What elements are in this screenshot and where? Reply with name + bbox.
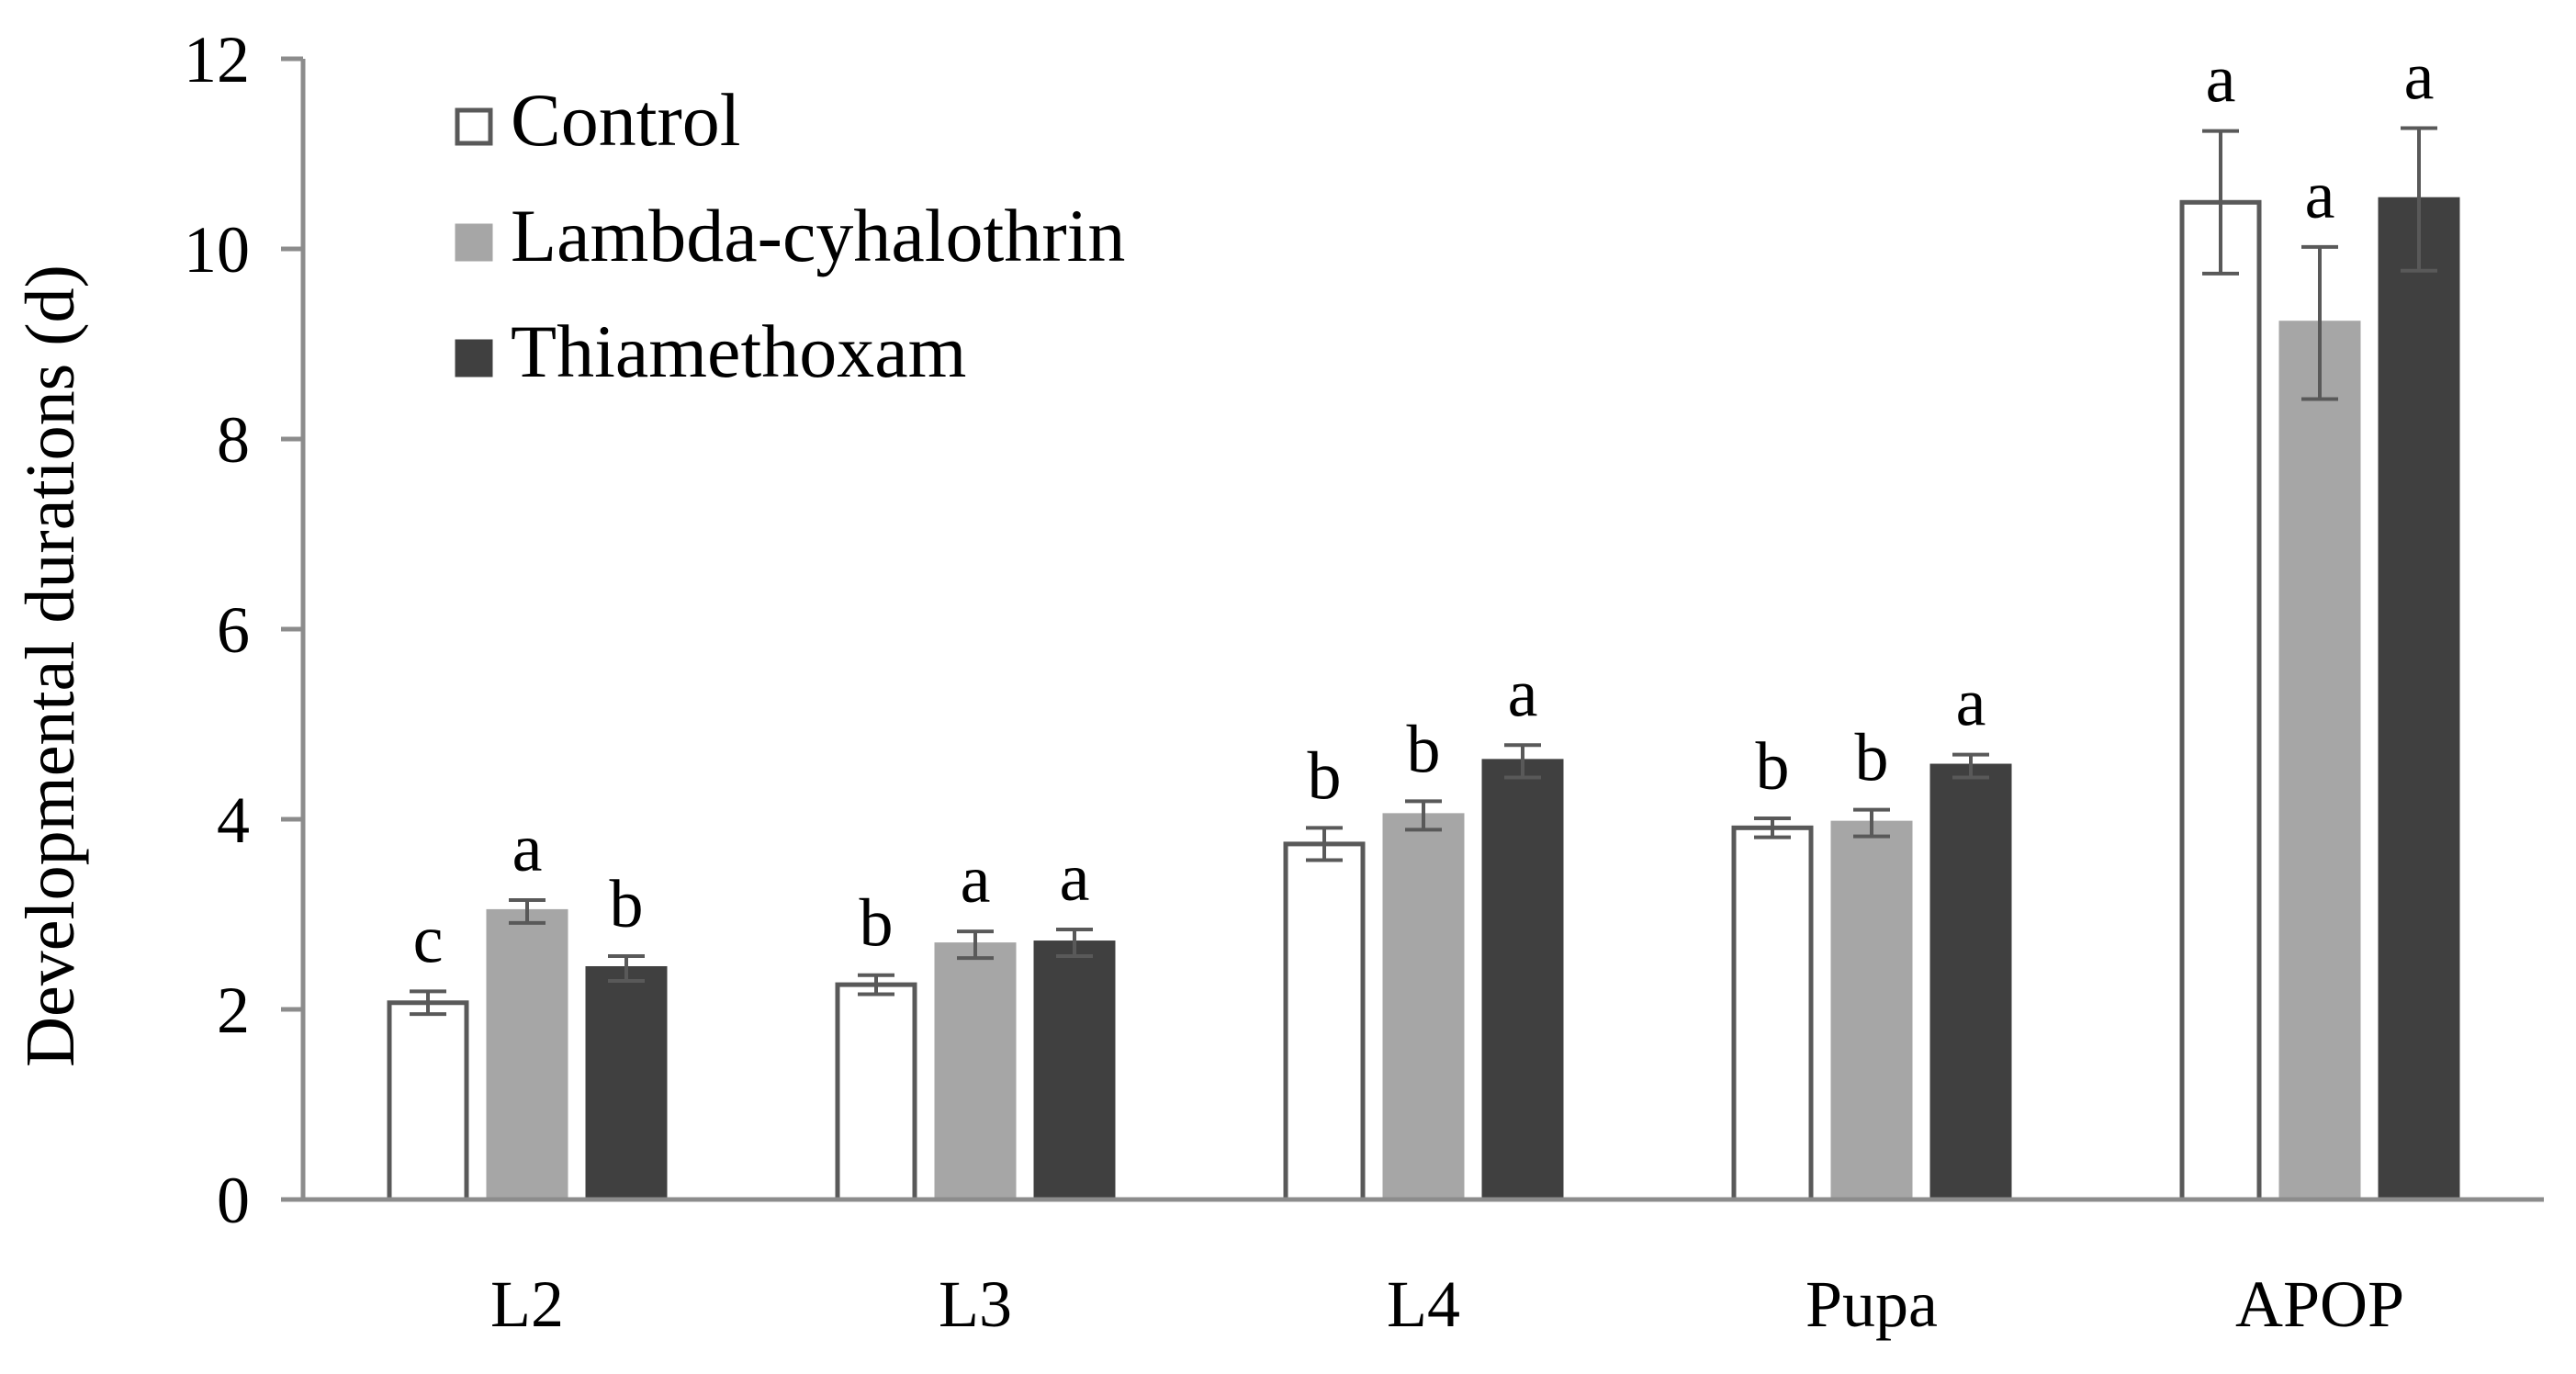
- bars: [387, 197, 2460, 1202]
- bar-control-l3: [835, 982, 917, 1202]
- y-axis-ticks: 0 2 4 6 8 10 12: [184, 23, 303, 1237]
- legend-swatch: [455, 223, 493, 262]
- bar-lambda-cyhalothrin-l2: [486, 908, 568, 1202]
- significance-letter: a: [2404, 39, 2435, 115]
- significance-letter: a: [1508, 656, 1538, 731]
- y-tick-label: 4: [217, 783, 250, 857]
- bar-thiamethoxam-l3: [1033, 940, 1116, 1202]
- legend-label: Control: [511, 78, 741, 162]
- bar-lambda-cyhalothrin-l4: [1382, 813, 1465, 1202]
- significance-letter: c: [413, 902, 444, 977]
- significance-letter: b: [1855, 721, 1889, 796]
- error-bars: [410, 126, 2437, 1017]
- bar-thiamethoxam-pupa: [1929, 763, 2012, 1202]
- significance-letter: a: [961, 842, 991, 918]
- bar-control-pupa: [1731, 825, 1814, 1202]
- legend-label: Thiamethoxam: [511, 310, 966, 393]
- bar-lambda-cyhalothrin-pupa: [1830, 820, 1913, 1202]
- significance-letter: b: [1756, 729, 1790, 805]
- significance-letter: b: [860, 886, 894, 962]
- bar-control-l2: [387, 1000, 469, 1202]
- y-tick-label: 0: [217, 1164, 250, 1237]
- y-tick-label: 6: [217, 593, 250, 667]
- significance-letter: a: [1060, 840, 1090, 916]
- significance-letter: b: [610, 867, 644, 942]
- legend: Control Lambda-cyhalothrin Thiamethoxam: [455, 78, 1125, 393]
- x-category-label: APOP: [2235, 1267, 2404, 1341]
- x-category-label: Pupa: [1805, 1267, 1938, 1341]
- y-tick-label: 8: [217, 403, 250, 477]
- legend-swatch: [455, 107, 493, 146]
- bar-thiamethoxam-apop: [2378, 197, 2460, 1202]
- significance-letter: b: [1308, 738, 1342, 814]
- x-axis-labels: L2 L3 L4 Pupa APOP: [490, 1267, 2404, 1341]
- y-tick-label: 2: [217, 974, 250, 1047]
- y-tick-label: 10: [184, 213, 250, 287]
- bar-lambda-cyhalothrin-l3: [934, 942, 1017, 1202]
- x-category-label: L4: [1387, 1267, 1460, 1341]
- bar-control-apop: [2179, 199, 2262, 1202]
- y-axis-title: Developmental durations (d): [12, 265, 89, 1067]
- significance-letter: a: [2206, 42, 2236, 118]
- x-category-label: L3: [939, 1267, 1012, 1341]
- bar-thiamethoxam-l4: [1481, 759, 1564, 1202]
- significance-letter: a: [512, 811, 543, 886]
- bar-thiamethoxam-l2: [585, 965, 668, 1202]
- legend-swatch: [455, 339, 493, 377]
- significance-letter: a: [1956, 666, 1986, 741]
- bar-control-l4: [1283, 841, 1366, 1202]
- significance-letter: b: [1407, 712, 1441, 787]
- x-category-label: L2: [490, 1267, 564, 1341]
- y-tick-label: 12: [184, 23, 250, 96]
- legend-label: Lambda-cyhalothrin: [511, 194, 1125, 277]
- significance-letter: a: [2305, 158, 2335, 233]
- bar-lambda-cyhalothrin-apop: [2278, 321, 2361, 1202]
